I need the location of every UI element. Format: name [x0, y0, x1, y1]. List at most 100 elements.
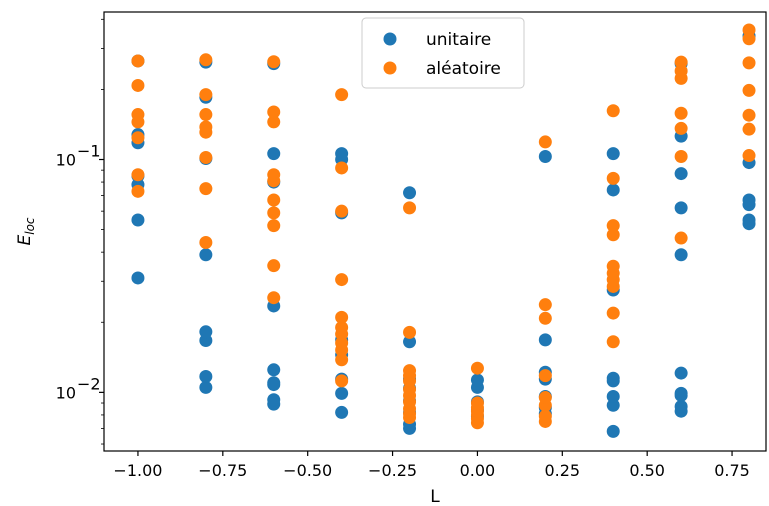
y-axis-title-main: E — [15, 235, 35, 246]
data-point-aleatoire — [131, 131, 145, 145]
data-point-aleatoire — [131, 168, 145, 182]
data-point-aleatoire — [606, 219, 620, 233]
data-point-unitaire — [606, 424, 620, 438]
data-point-aleatoire — [606, 104, 620, 118]
x-tick-label: −1.00 — [113, 461, 162, 480]
data-point-aleatoire — [606, 228, 620, 242]
legend-marker — [383, 61, 397, 75]
data-point-unitaire — [674, 167, 688, 181]
data-point-unitaire — [267, 376, 281, 390]
data-point-aleatoire — [742, 149, 756, 163]
data-point-aleatoire — [267, 55, 281, 69]
data-point-aleatoire — [335, 161, 349, 175]
data-point-unitaire — [199, 369, 213, 383]
x-axis: −1.00 −0.75 −0.50 −0.25 0.00 0.25 0.50 0.75 — [113, 451, 750, 480]
data-point-aleatoire — [470, 361, 484, 375]
data-point-aleatoire — [742, 122, 756, 136]
data-point-unitaire — [606, 183, 620, 197]
data-point-unitaire — [267, 147, 281, 161]
data-point-unitaire — [199, 380, 213, 394]
data-point-unitaire — [403, 335, 417, 349]
y-tick-exponent: −2 — [77, 374, 101, 393]
data-point-aleatoire — [403, 201, 417, 215]
x-tick-label: 0.75 — [714, 461, 750, 480]
data-point-aleatoire — [199, 88, 213, 102]
data-point-aleatoire — [742, 23, 756, 37]
x-tick-label: −0.25 — [368, 461, 417, 480]
data-point-aleatoire — [199, 108, 213, 122]
data-point-aleatoire — [131, 108, 145, 122]
data-point-unitaire — [606, 389, 620, 403]
data-point-unitaire — [674, 248, 688, 262]
data-point-unitaire — [131, 271, 145, 285]
data-point-unitaire — [742, 193, 756, 207]
data-point-unitaire — [538, 150, 552, 164]
data-point-unitaire — [674, 201, 688, 215]
data-point-aleatoire — [538, 311, 552, 325]
data-point-aleatoire — [267, 291, 281, 305]
data-point-unitaire — [131, 213, 145, 227]
data-point-aleatoire — [131, 54, 145, 68]
data-points — [131, 23, 756, 438]
data-point-aleatoire — [199, 182, 213, 196]
data-point-aleatoire — [538, 369, 552, 383]
legend-marker — [383, 32, 397, 46]
data-point-unitaire — [470, 373, 484, 387]
data-point-aleatoire — [538, 391, 552, 405]
data-point-aleatoire — [674, 55, 688, 69]
x-tick-label: 0.00 — [460, 461, 496, 480]
data-point-aleatoire — [335, 310, 349, 324]
data-point-unitaire — [742, 213, 756, 227]
data-point-aleatoire — [267, 206, 281, 220]
data-point-aleatoire — [131, 78, 145, 92]
y-axis: 10−210−1 — [56, 18, 104, 445]
data-point-aleatoire — [538, 298, 552, 312]
data-point-aleatoire — [403, 364, 417, 378]
data-point-aleatoire — [403, 325, 417, 339]
data-point-aleatoire — [335, 320, 349, 334]
data-point-unitaire — [674, 366, 688, 380]
data-point-aleatoire — [335, 204, 349, 218]
data-point-aleatoire — [335, 88, 349, 102]
data-point-aleatoire — [267, 259, 281, 273]
data-point-unitaire — [674, 386, 688, 400]
x-axis-title: L — [430, 487, 440, 506]
data-point-aleatoire — [742, 56, 756, 70]
data-point-aleatoire — [199, 120, 213, 134]
data-point-aleatoire — [267, 168, 281, 182]
data-point-aleatoire — [199, 53, 213, 67]
data-point-unitaire — [606, 371, 620, 385]
data-point-aleatoire — [606, 335, 620, 349]
data-point-aleatoire — [199, 151, 213, 164]
data-point-aleatoire — [606, 171, 620, 185]
data-point-unitaire — [674, 399, 688, 413]
data-point-unitaire — [538, 333, 552, 347]
svg-text:Eloc: Eloc — [15, 217, 37, 245]
data-point-aleatoire — [335, 336, 349, 350]
data-point-aleatoire — [742, 83, 756, 97]
data-point-aleatoire — [335, 273, 349, 287]
plot-frame — [103, 11, 767, 452]
data-point-unitaire — [199, 325, 213, 339]
data-point-aleatoire — [606, 259, 620, 273]
data-point-aleatoire — [267, 219, 281, 233]
y-axis-title: Eloc — [15, 217, 37, 245]
legend-box — [361, 17, 525, 89]
data-point-aleatoire — [131, 184, 145, 198]
data-point-aleatoire — [335, 374, 349, 388]
data-point-aleatoire — [674, 231, 688, 245]
data-point-aleatoire — [674, 150, 688, 164]
x-tick-label: −0.50 — [283, 461, 332, 480]
data-point-aleatoire — [538, 409, 552, 423]
data-point-unitaire — [267, 393, 281, 407]
data-point-unitaire — [335, 405, 349, 419]
data-point-aleatoire — [606, 306, 620, 320]
legend-label: aléatoire — [426, 59, 501, 79]
y-tick-label: 10 — [56, 151, 76, 170]
data-point-aleatoire — [267, 193, 281, 207]
data-point-aleatoire — [470, 396, 484, 410]
data-point-aleatoire — [199, 236, 213, 250]
data-point-unitaire — [335, 147, 349, 161]
x-tick-label: 0.25 — [544, 461, 580, 480]
y-tick-label: 10 — [56, 383, 76, 402]
